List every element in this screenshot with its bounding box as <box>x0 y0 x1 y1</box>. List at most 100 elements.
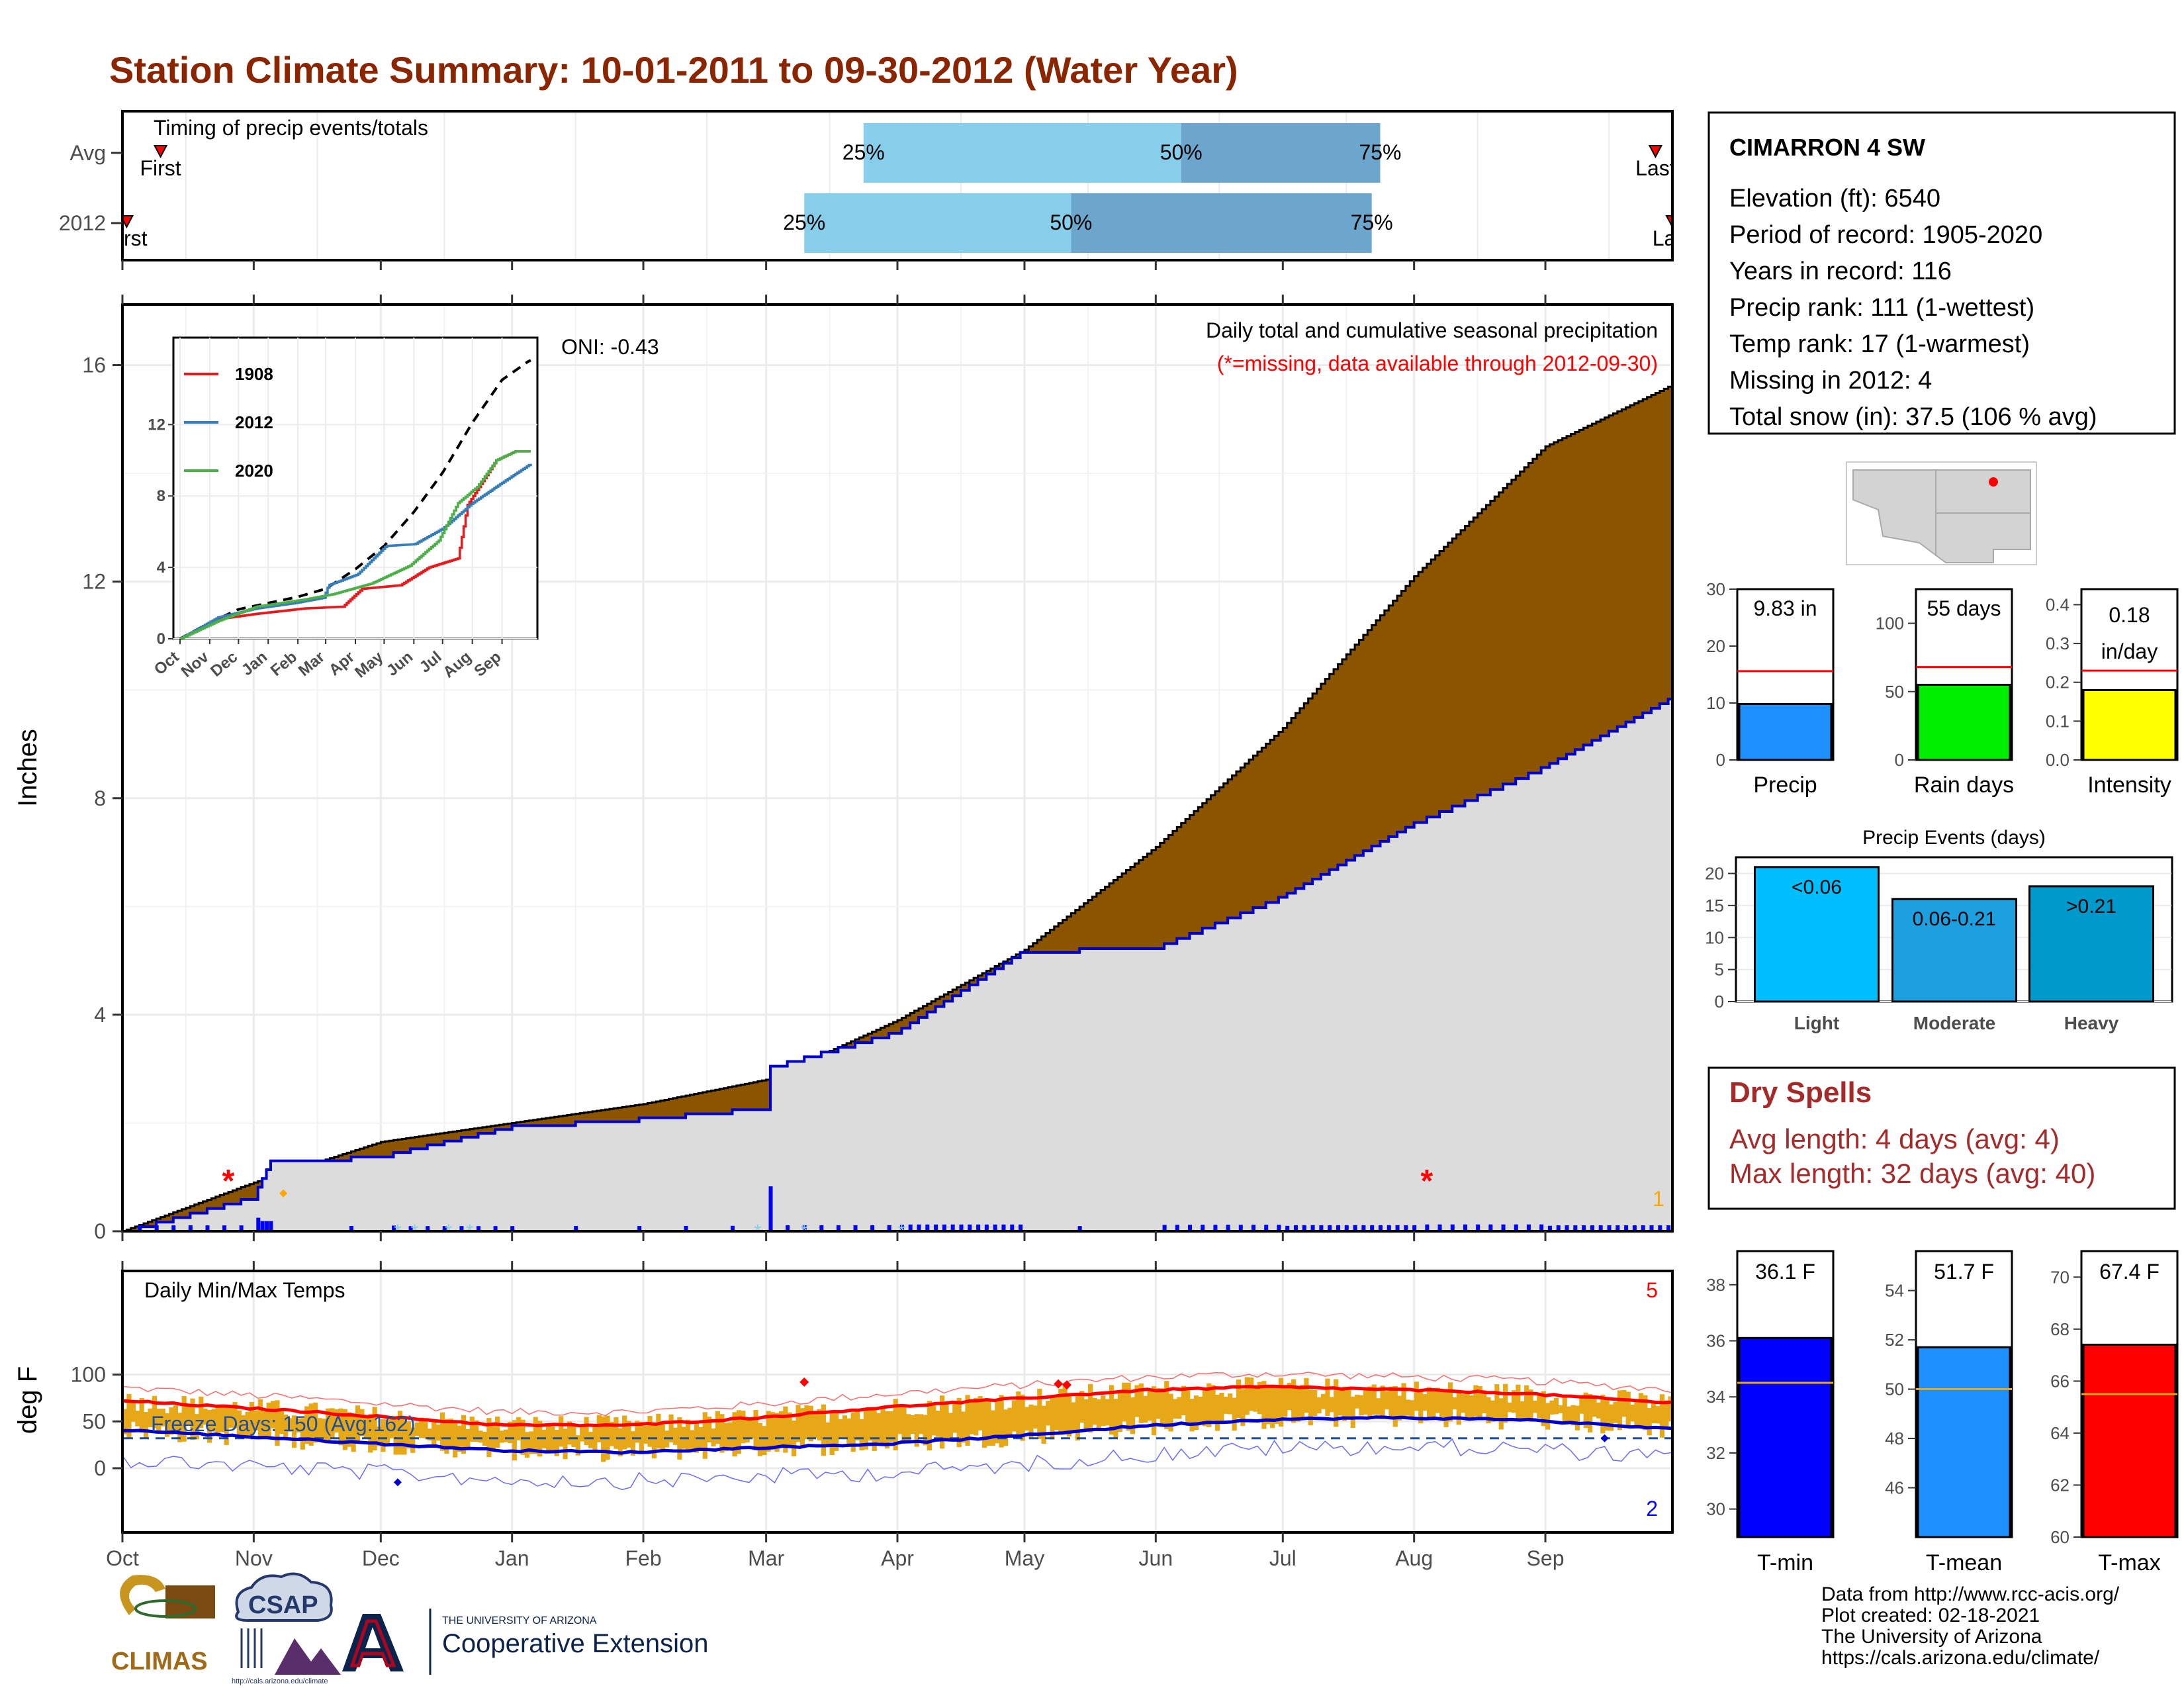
daily-temp-bar <box>614 1417 619 1449</box>
daily-temp-bar <box>1452 1397 1457 1410</box>
daily-temp-bar <box>1219 1392 1224 1422</box>
footer-line: https://cals.arizona.edu/climate/ <box>1821 1647 2100 1669</box>
daily-temp-bar <box>1261 1381 1267 1429</box>
daily-precip-bar <box>1649 1225 1654 1230</box>
daily-precip-bar <box>1188 1225 1193 1230</box>
daily-temp-bar <box>596 1415 602 1442</box>
events-category-label: Heavy <box>2064 1013 2119 1033</box>
daily-temp-bar <box>1270 1384 1275 1429</box>
daily-temp-bar <box>270 1401 276 1429</box>
precip-missing-note: (*=missing, data available through 2012-… <box>1217 352 1658 375</box>
daily-precip-bar <box>1001 1224 1006 1230</box>
daily-temp-bar <box>1342 1386 1347 1421</box>
daily-temp-bar <box>1537 1395 1542 1418</box>
daily-temp-bar <box>834 1410 839 1451</box>
daily-temp-bar <box>359 1409 365 1436</box>
daily-temp-bar <box>635 1421 640 1443</box>
daily-temp-bar <box>1181 1385 1186 1415</box>
daily-precip-bar <box>1514 1224 1518 1230</box>
daily-temp-bar <box>1189 1399 1195 1432</box>
mini-bar-tick-label: 100 <box>1876 614 1904 633</box>
daily-temp-bar <box>1414 1382 1419 1411</box>
daily-temp-bar <box>355 1405 361 1442</box>
daily-temp-bar <box>432 1421 437 1448</box>
daily-temp-bar <box>745 1417 750 1443</box>
y-tick-label: 4 <box>94 1003 106 1027</box>
daily-precip-bar <box>1501 1224 1506 1230</box>
daily-temp-bar <box>347 1412 352 1447</box>
mini-bar-tick-label: 0.0 <box>2046 750 2070 770</box>
daily-temp-bar <box>232 1401 238 1429</box>
daily-temp-bar <box>762 1426 767 1456</box>
daily-precip-bar <box>426 1226 430 1230</box>
avg-min-line <box>122 1415 1673 1455</box>
station-location-marker <box>1989 477 1998 487</box>
station-line: Period of record: 1905-2020 <box>1729 221 2042 249</box>
daily-temp-bar <box>1071 1402 1076 1433</box>
daily-temp-bar <box>490 1423 496 1452</box>
mini-bar-value-label: 9.83 in <box>1753 596 1817 620</box>
y-tick-label: 12 <box>82 570 106 594</box>
daily-temp-bar <box>1117 1392 1122 1432</box>
daily-temp-bar <box>1236 1379 1242 1419</box>
inset-avg-line <box>179 359 531 640</box>
daily-temp-bar <box>533 1417 538 1454</box>
daily-temp-bar <box>363 1416 369 1438</box>
daily-temp-bar <box>169 1407 174 1435</box>
daily-temp-bar <box>308 1403 314 1446</box>
y-tick-label: 0 <box>94 1456 106 1480</box>
daily-temp-bar <box>1405 1399 1411 1416</box>
daily-precip-bar <box>408 1226 413 1230</box>
daily-temp-bar <box>1490 1400 1496 1422</box>
daily-precip-bar <box>853 1225 858 1230</box>
daily-temp-bar <box>173 1405 178 1434</box>
x-tick-label: Mar <box>748 1546 784 1570</box>
daily-temp-bar <box>1516 1384 1521 1421</box>
daily-temp-bar <box>1503 1383 1508 1423</box>
daily-temp-bar <box>410 1427 416 1453</box>
daily-temp-bar <box>1447 1382 1453 1422</box>
daily-temp-bar <box>1647 1408 1652 1436</box>
footer-line: Data from http://www.rcc-acis.org/ <box>1821 1583 2120 1605</box>
last-event-label: Last <box>1653 226 1693 250</box>
daily-temp-bar <box>1443 1391 1449 1427</box>
daily-temp-bar <box>880 1405 886 1444</box>
daily-temp-bar <box>872 1407 877 1451</box>
events-title: Precip Events (days) <box>1862 827 2046 849</box>
year-cumulative-area <box>122 699 1672 1231</box>
daily-precip-bar <box>1658 1225 1662 1230</box>
daily-temp-bar <box>275 1400 280 1446</box>
daily-temp-bar <box>931 1402 936 1436</box>
daily-precip-bar <box>942 1224 946 1230</box>
temp-bar-tick-label: 38 <box>1706 1275 1725 1295</box>
daily-temp-bar <box>1367 1386 1373 1419</box>
x-tick-label: May <box>1005 1546 1044 1570</box>
daily-temp-bar <box>944 1404 949 1439</box>
daily-temp-bar <box>1350 1396 1355 1428</box>
daily-temp-bar <box>707 1417 712 1442</box>
daily-temp-bar <box>1244 1377 1250 1415</box>
daily-temp-bar <box>135 1411 140 1427</box>
daily-temp-bar <box>469 1416 475 1442</box>
daily-temp-bar <box>300 1418 305 1450</box>
daily-temp-bar <box>1172 1399 1178 1419</box>
daily-temp-bar <box>338 1408 343 1446</box>
daily-precip-bar <box>1598 1225 1603 1230</box>
daily-temp-bar <box>999 1395 1004 1448</box>
daily-temp-bar <box>1087 1383 1093 1432</box>
dry-spells-box: Dry Spells Avg length: 4 days (avg: 4) M… <box>1707 1066 2176 1210</box>
daily-temp-bar <box>130 1401 136 1422</box>
daily-temp-bar <box>766 1411 771 1452</box>
temp-bar-value <box>2082 1343 2177 1538</box>
freeze-days-label: Freeze Days: 150 (Avg:162) <box>151 1412 416 1436</box>
daily-temp-bar <box>986 1399 991 1446</box>
temp-bar-value-label: 67.4 F <box>2099 1260 2160 1284</box>
daily-temp-bar <box>512 1420 517 1461</box>
daily-temp-bar <box>774 1413 780 1452</box>
record-high-marker <box>1054 1379 1064 1389</box>
daily-temp-bar <box>990 1410 995 1446</box>
daily-temp-bar <box>245 1411 250 1437</box>
daily-precip-bar <box>684 1225 688 1230</box>
precip-header: Daily total and cumulative seasonal prec… <box>1206 318 1658 342</box>
daily-precip-bar <box>1590 1225 1594 1230</box>
